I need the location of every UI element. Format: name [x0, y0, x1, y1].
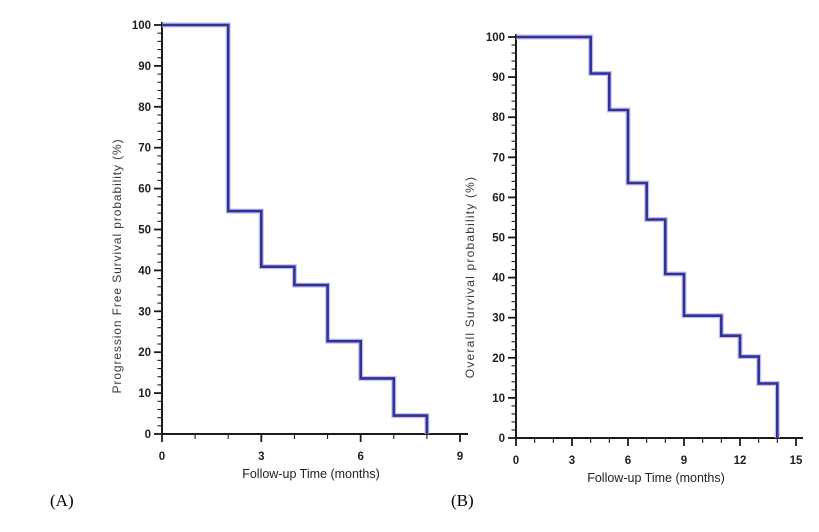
y-tick-label: 100	[132, 20, 151, 32]
y-tick-label: 90	[492, 72, 505, 84]
y-tick-label: 10	[138, 388, 151, 400]
y-tick-label: 100	[486, 32, 505, 44]
survival-curve	[516, 35, 779, 438]
y-tick-label: 60	[492, 192, 505, 204]
y-tick-label: 50	[138, 225, 151, 237]
x-tick-label: 6	[625, 455, 631, 467]
y-tick-label: 20	[492, 353, 505, 365]
y-tick-label: 0	[145, 429, 151, 441]
y-tick-label: 10	[492, 393, 505, 405]
x-axis-label: Follow-up Time (months)	[587, 471, 725, 485]
y-tick-label: 90	[138, 61, 151, 73]
x-axis-label: Follow-up Time (months)	[242, 467, 380, 481]
y-axis-label: Progression Free Survival probability (%…	[110, 139, 124, 394]
y-tick-label: 0	[499, 433, 505, 445]
y-tick-label: 80	[492, 112, 505, 124]
y-tick-label: 60	[138, 184, 151, 196]
x-tick-label: 3	[569, 455, 575, 467]
y-axis-label: Overall Survival probability (%)	[463, 176, 477, 378]
x-tick-label: 0	[159, 451, 165, 463]
y-tick-label: 70	[492, 152, 505, 164]
survival-curve-halo	[516, 34, 780, 438]
y-tick-label: 40	[138, 265, 151, 277]
x-tick-label: 0	[513, 455, 519, 467]
panel-label-b: (B)	[451, 491, 474, 510]
x-tick-label: 12	[734, 455, 747, 467]
y-tick-label: 40	[492, 273, 505, 285]
y-tick-label: 30	[492, 313, 505, 325]
y-tick-label: 20	[138, 347, 151, 359]
x-tick-label: 6	[357, 451, 363, 463]
x-tick-label: 9	[457, 451, 463, 463]
y-tick-label: 70	[138, 143, 151, 155]
y-tick-label: 50	[492, 233, 505, 245]
survival-curve	[162, 23, 429, 434]
y-tick-label: 80	[138, 102, 151, 114]
panel-label-a: (A)	[50, 491, 74, 510]
x-tick-label: 3	[258, 451, 264, 463]
x-tick-label: 9	[681, 455, 687, 467]
x-tick-label: 15	[790, 455, 803, 467]
y-tick-label: 30	[138, 306, 151, 318]
